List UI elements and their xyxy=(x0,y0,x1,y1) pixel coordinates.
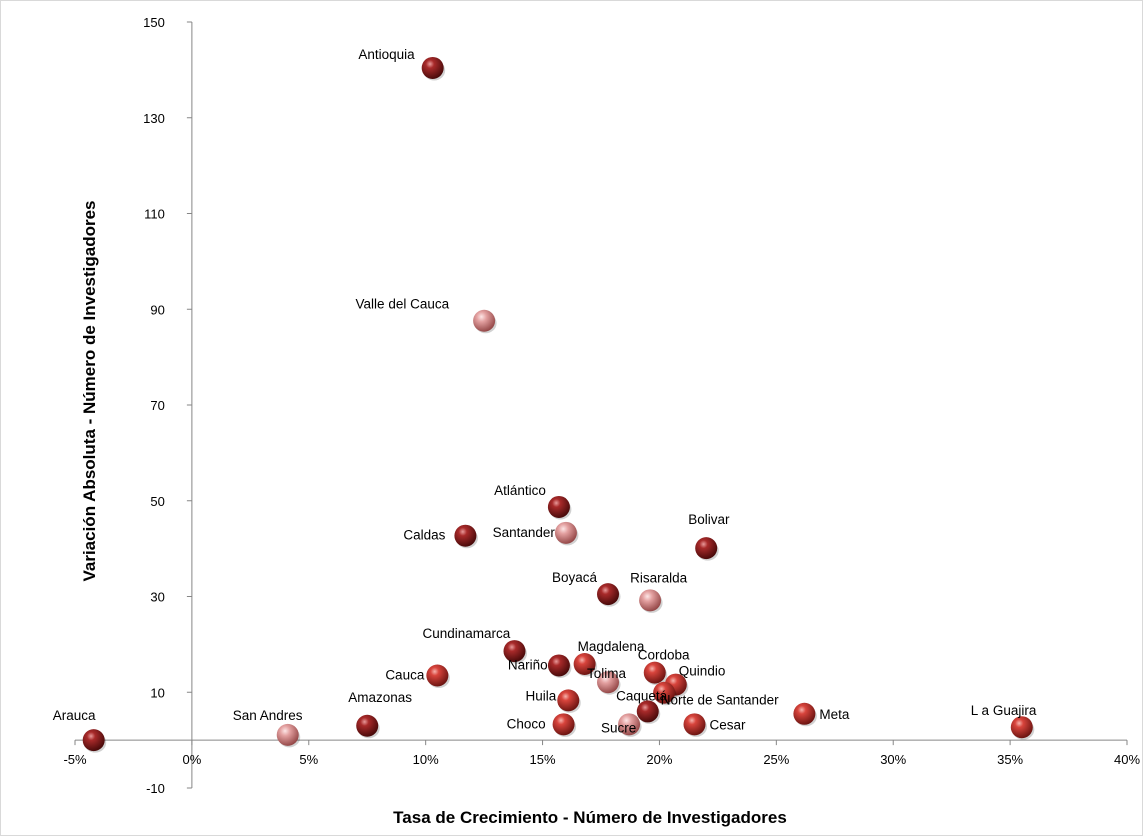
data-point xyxy=(547,495,570,518)
data-point xyxy=(552,713,575,736)
data-points xyxy=(82,56,1035,753)
data-label: Choco xyxy=(507,716,546,731)
data-label: Risaralda xyxy=(630,570,688,585)
data-point xyxy=(683,713,706,736)
x-tick-label: 5% xyxy=(299,752,318,767)
data-point xyxy=(454,524,477,547)
data-label: Boyacá xyxy=(552,570,598,585)
x-tick-label: 35% xyxy=(997,752,1023,767)
data-label: Cesar xyxy=(710,717,747,732)
y-tick-label: 50 xyxy=(150,494,164,509)
data-point xyxy=(639,589,662,612)
data-label: Tolima xyxy=(587,666,627,681)
data-label: Quindio xyxy=(679,664,726,679)
data-point xyxy=(793,702,816,725)
data-label: Cundinamarca xyxy=(423,626,511,641)
data-label: Sucre xyxy=(601,720,636,735)
data-label: Arauca xyxy=(53,708,96,723)
data-label: Bolivar xyxy=(688,512,730,527)
data-label: L a Guajira xyxy=(971,703,1037,718)
data-point xyxy=(473,309,496,332)
data-label: Nariño xyxy=(508,657,548,672)
data-label: San Andres xyxy=(233,708,303,723)
data-point xyxy=(597,583,620,606)
x-tick-label: 30% xyxy=(880,752,906,767)
data-point xyxy=(573,653,596,676)
data-labels: Antioquia Valle del Cauca Atlántico Caldas S… xyxy=(53,47,1037,735)
data-label: Norte de Santander xyxy=(661,692,779,707)
data-point xyxy=(426,664,449,687)
data-point xyxy=(82,729,105,752)
y-tick-label: 150 xyxy=(143,15,165,30)
y-tick-label: 30 xyxy=(150,590,164,605)
x-tick-label: 15% xyxy=(530,752,556,767)
data-label: Valle del Cauca xyxy=(356,297,450,312)
data-point xyxy=(547,654,570,677)
y-tick-label: 90 xyxy=(150,302,164,317)
data-point xyxy=(695,537,718,560)
data-point xyxy=(653,681,676,704)
data-label: Cordoba xyxy=(638,648,690,663)
x-tick-label: 40% xyxy=(1114,752,1140,767)
x-tick-label: 20% xyxy=(646,752,672,767)
data-label: Santander xyxy=(493,525,556,540)
data-point xyxy=(643,661,666,684)
y-tick-label: 110 xyxy=(144,207,165,222)
data-label: Cauca xyxy=(385,667,425,682)
data-point xyxy=(276,723,299,746)
x-tick-label: 0% xyxy=(182,752,201,767)
y-tick-label: 130 xyxy=(143,111,165,126)
data-label: Antioquia xyxy=(358,47,415,62)
data-label: Huila xyxy=(526,688,557,703)
x-tick-label: 10% xyxy=(413,752,439,767)
data-point xyxy=(503,640,526,663)
data-point xyxy=(421,56,444,79)
data-label: Meta xyxy=(819,707,850,722)
y-axis-title: Variación Absoluta - Número de Investiga… xyxy=(80,200,99,581)
x-tick-label: 25% xyxy=(763,752,789,767)
data-point xyxy=(557,689,580,712)
data-label: Magdalena xyxy=(578,639,645,654)
data-point xyxy=(554,521,577,544)
data-point xyxy=(636,700,659,723)
data-label: Amazonas xyxy=(348,690,412,705)
axes: -5% 0% 5% 10% 15% 20% 25% 30% 35% 40% -10 10 30 50 70 9… xyxy=(63,15,1140,796)
data-point xyxy=(1010,716,1033,739)
x-tick-label: -5% xyxy=(63,752,87,767)
y-tick-label: 10 xyxy=(150,685,164,700)
data-label: Caquetá xyxy=(616,689,668,704)
data-point xyxy=(597,671,620,694)
x-axis-title: Tasa de Crecimiento - Número de Investig… xyxy=(393,808,787,827)
data-label: Atlántico xyxy=(494,483,546,498)
data-point xyxy=(356,714,379,737)
data-point xyxy=(618,713,641,736)
data-label: Caldas xyxy=(403,528,445,543)
y-tick-label: 70 xyxy=(150,398,164,413)
y-tick-label: -10 xyxy=(146,781,165,796)
